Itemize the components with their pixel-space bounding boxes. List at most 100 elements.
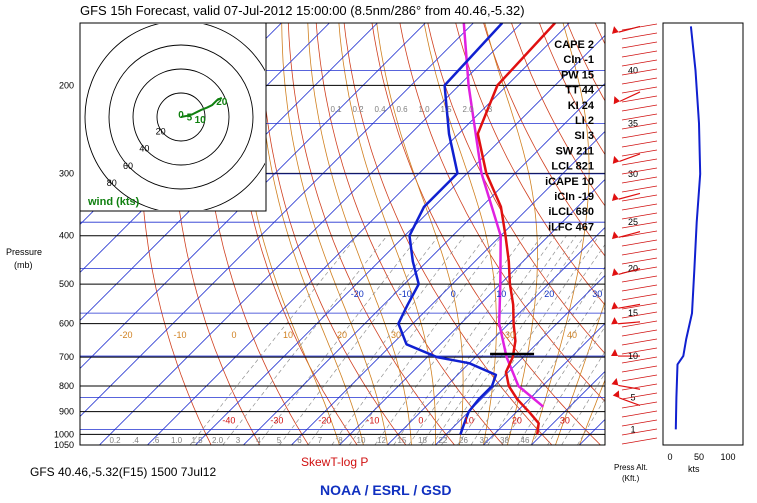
- mixing-ratio-line: [307, 235, 465, 445]
- index-name: SI: [574, 130, 584, 142]
- isotherm-line: [339, 178, 605, 445]
- barb-hatch-line: [621, 329, 658, 337]
- temperature-tick-label-upper: 0: [451, 289, 456, 299]
- isotherm-line: [387, 226, 605, 445]
- mixing-ratio-label: 15: [398, 436, 407, 445]
- wind-barb-flag: [612, 155, 620, 164]
- press-alt-tick: 35: [628, 118, 638, 128]
- barb-hatch-line: [621, 131, 658, 139]
- index-si: SI 3: [574, 130, 594, 142]
- hodograph-label: wind (kts): [87, 196, 140, 208]
- chart-title: GFS 15h Forecast, valid 07-Jul-2012 15:0…: [80, 3, 525, 18]
- index-name: iCAPE: [545, 176, 579, 188]
- mixing-ratio-label: 32: [480, 436, 489, 445]
- barb-hatch-line: [621, 77, 658, 85]
- hodograph-frame: [79, 22, 267, 212]
- temperature-tick-label: -40: [222, 416, 235, 426]
- mixing-ratio-label: 5: [277, 436, 282, 445]
- barb-hatch-line: [621, 239, 658, 247]
- mixing-ratio-label: 18: [418, 436, 427, 445]
- mixing-ratio-label-top: 2.0: [462, 105, 474, 114]
- barb-hatch-line: [621, 302, 658, 310]
- barb-hatch-line: [621, 68, 658, 76]
- mixing-ratio-line: [222, 235, 388, 445]
- mixing-ratio-line: [431, 235, 577, 445]
- mixing-ratio-label-top: 1.0: [418, 105, 430, 114]
- index-cape: CAPE 2: [554, 39, 594, 51]
- skewt-panel: -40 -30 -20 -10 0 10 20 30-20 -10 0 10 20 30-20 -10 0 1…: [79, 22, 606, 446]
- mixing-ratio-label-top: 3: [488, 105, 493, 114]
- mixing-ratio-line: [348, 235, 503, 445]
- mixing-ratio-line: [393, 235, 543, 445]
- barb-hatch-line: [621, 374, 658, 382]
- index-name: LCL: [551, 161, 573, 173]
- barb-hatch-line: [621, 266, 658, 274]
- theta-tick-label: -20: [119, 330, 132, 340]
- barb-hatch-line: [621, 383, 658, 391]
- index-pw: PW 15: [561, 69, 594, 81]
- temperature-tick-label-upper: 20: [544, 289, 554, 299]
- barb-hatch-line: [621, 293, 658, 301]
- hodograph-ring: [84, 24, 265, 210]
- temperature-profile-line: [476, 23, 556, 435]
- pressure-tick-label: 200: [59, 80, 74, 90]
- wind-barb-staff: [618, 321, 641, 325]
- barb-hatch-line: [621, 59, 658, 67]
- barb-hatch-line: [621, 275, 658, 283]
- temperature-tick-label: 0: [418, 416, 423, 426]
- kts-tick: 100: [720, 452, 735, 462]
- index-icape: iCAPE 10: [545, 176, 594, 188]
- barb-hatch-line: [621, 320, 658, 328]
- index-name: iCIn: [554, 191, 575, 203]
- kts-tick: 0: [667, 452, 672, 462]
- index-name: CIn: [563, 54, 581, 66]
- press-alt-tick: 10: [628, 351, 638, 361]
- pressure-tick-label: 500: [59, 279, 74, 289]
- barb-hatch-line: [621, 221, 658, 229]
- barb-hatch-line: [621, 167, 658, 175]
- isotherm-line: [243, 82, 605, 445]
- mixing-ratio-label: 26: [459, 436, 468, 445]
- index-value: 44: [582, 85, 595, 97]
- wind-barb-staff: [618, 231, 641, 238]
- wind-barb-staff: [619, 91, 641, 102]
- wind-barb-staff: [618, 303, 641, 309]
- index-name: iLFC: [548, 221, 572, 233]
- temperature-tick-label-upper: -10: [399, 289, 412, 299]
- pressure-tick-label: 1050: [54, 440, 74, 450]
- temperature-tick-label: -20: [318, 416, 331, 426]
- hodograph-inset: 20 40 60 80 0 5 10 20 wind (kts): [79, 22, 267, 212]
- mixing-ratio-line: [530, 326, 605, 445]
- mixing-ratio-line: [547, 351, 605, 445]
- hodograph-ring: [132, 68, 230, 166]
- pressure-tick-label: 900: [59, 407, 74, 417]
- isotherm-line: [80, 23, 378, 321]
- index-value: 821: [576, 161, 594, 173]
- barb-hatch-line: [621, 347, 658, 355]
- hodograph-point-label: 10: [195, 115, 207, 126]
- press-alt-tick: 30: [628, 169, 638, 179]
- wind-barb-flag: [611, 301, 619, 310]
- index-value: 10: [582, 176, 594, 188]
- barb-hatch-line: [621, 356, 658, 364]
- index-value: -1: [584, 54, 594, 66]
- wind-barb-staff: [619, 153, 641, 163]
- barb-hatch-line: [621, 140, 658, 148]
- barb-hatch-line: [621, 113, 658, 121]
- mixing-ratio-line: [331, 235, 487, 445]
- wind-speed-line: [674, 26, 702, 430]
- pressure-tick-label: 400: [59, 231, 74, 241]
- index-name: KI: [568, 100, 579, 112]
- temperature-tick-label: 30: [560, 416, 570, 426]
- barb-hatch-line: [621, 401, 658, 409]
- wind-barb-flag: [611, 378, 619, 386]
- wind-barb-flag: [611, 231, 619, 240]
- mixing-ratio-line: [374, 235, 526, 445]
- temperature-tick-label: -10: [366, 416, 379, 426]
- barb-hatch-line: [621, 410, 658, 418]
- mixing-ratio-line: [279, 235, 439, 445]
- index-name: TT: [565, 85, 579, 97]
- theta-tick-label-right: 30: [505, 330, 515, 340]
- isotherm-line: [80, 23, 474, 417]
- theta-tick-label: 0: [231, 330, 236, 340]
